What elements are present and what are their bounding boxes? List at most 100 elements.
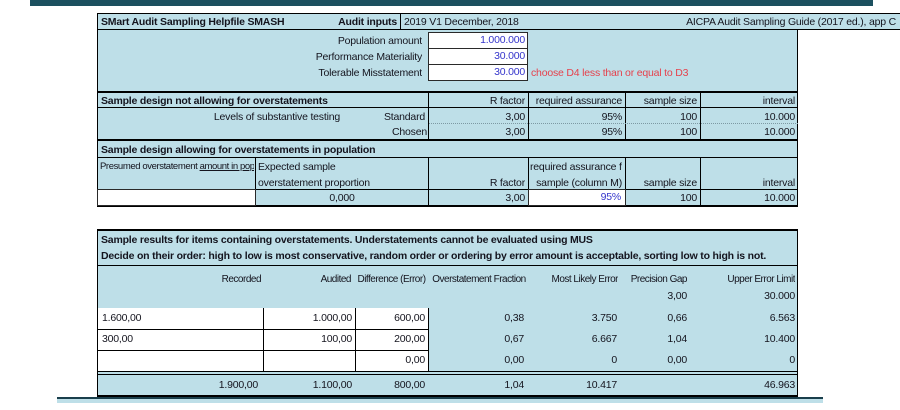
uel-cell: 6.563 [769, 312, 795, 324]
mle-cell: 6.667 [591, 333, 617, 345]
design-no-overstatement-title: Sample design not allowing for overstate… [101, 95, 328, 107]
difference-cell: 0,00 [405, 354, 425, 366]
performance-materiality-label: Performance Materiality [315, 51, 422, 63]
grid-line [263, 308, 264, 371]
design-no-overstatement-header-rule [97, 107, 798, 108]
expected-sample-label-line2: overstatement proportion [258, 177, 370, 189]
standard-interval: 10.000 [764, 111, 795, 123]
total-recorded: 1.900,00 [218, 379, 258, 391]
assurance-from-sample-value[interactable]: 95% [600, 191, 621, 203]
audited-cell[interactable]: 1.000,00 [312, 312, 352, 324]
substantive-testing-label: Levels of substantive testing [213, 111, 340, 123]
chosen-assurance: 95% [601, 126, 622, 138]
population-amount-value[interactable]: 1.000.000 [480, 34, 525, 46]
tolerable-misstatement-input[interactable]: 30.000 [428, 64, 528, 81]
standard-r-factor: 3,00 [505, 111, 525, 123]
difference-header: Difference (Error) [357, 274, 426, 285]
total-difference: 800,00 [394, 379, 425, 391]
assurance-from-sample-header-line2: sample (column M) [536, 177, 622, 189]
chosen-r-factor: 3,00 [505, 126, 525, 138]
presumed-overstatement-input[interactable] [97, 189, 256, 206]
population-amount-input[interactable]: 1.000.000 [428, 32, 528, 49]
grid-line [97, 329, 428, 330]
difference-cell: 200,00 [394, 333, 425, 345]
r-factor-header-2: R factor [489, 177, 525, 189]
overstatement-fraction-header: Overstatement Fraction [432, 274, 526, 285]
precision-gap-basis: 3,00 [667, 290, 687, 302]
required-assurance-header: required assurance [535, 95, 622, 107]
expected-proportion-value: 0,000 [329, 192, 355, 204]
grid-line [355, 308, 356, 371]
standard-sample-size: 100 [680, 111, 697, 123]
grid-line [625, 157, 626, 206]
upper-error-limit-header: Upper Error Limit [727, 274, 795, 285]
level-chosen-label: Chosen [392, 126, 427, 138]
overstatement-sample-size-value: 100 [680, 192, 697, 204]
most-likely-error-header: Most Likely Error [551, 274, 618, 285]
gap-cell: 0,00 [667, 354, 687, 366]
sample-size-header-2: sample size [643, 177, 697, 189]
sample-size-header: sample size [643, 95, 697, 107]
design-no-overstatement-background [97, 91, 798, 141]
guide-label: AICPA Audit Sampling Guide (2017 ed.), a… [686, 16, 896, 28]
version-label: 2019 V1 December, 2018 [404, 16, 519, 28]
audited-header: Audited [320, 274, 351, 285]
audited-cell[interactable]: 100,00 [321, 333, 352, 345]
presumed-overstatement-label-underlined: amount in population [199, 161, 254, 172]
app-title: SMart Audit Sampling Helpfile SMASH [101, 16, 285, 28]
recorded-cell[interactable]: 300,00 [102, 333, 133, 345]
performance-materiality-value[interactable]: 30.000 [494, 50, 525, 62]
total-uel: 46.963 [764, 379, 795, 391]
gap-cell: 0,66 [667, 312, 687, 324]
assurance-from-sample-input[interactable]: 95% [528, 189, 626, 206]
fraction-cell: 0,38 [504, 312, 524, 324]
results-title-line1: Sample results for items containing over… [101, 234, 593, 246]
total-fraction: 1,04 [504, 379, 524, 391]
grid-line [428, 157, 429, 206]
performance-materiality-input[interactable]: 30.000 [428, 48, 528, 65]
fraction-cell: 0,67 [504, 333, 524, 345]
mle-cell: 3.750 [591, 312, 617, 324]
total-audited: 1.100,00 [312, 379, 352, 391]
population-amount-label: Population amount [337, 35, 422, 47]
precision-gap-header: Precision Gap [630, 274, 687, 285]
uel-cell: 0 [789, 354, 795, 366]
level-standard-label: Standard [383, 111, 425, 123]
presumed-overstatement-label: Presumed overstatement amount in populat… [100, 159, 254, 175]
presumed-overstatement-label-prefix: Presumed overstatement [100, 161, 200, 172]
interval-header: interval [762, 95, 795, 107]
overstatement-interval-value: 10.000 [764, 192, 795, 204]
results-title-line2: Decide on their order: high to low is mo… [101, 250, 767, 262]
chosen-sample-size: 100 [680, 126, 697, 138]
total-mle: 10.417 [586, 379, 617, 391]
difference-cell: 600,00 [394, 312, 425, 324]
standard-assurance: 95% [601, 111, 622, 123]
grid-line [700, 91, 701, 139]
totals-double-rule [97, 371, 798, 375]
results-title-rule [97, 265, 798, 266]
tolerable-misstatement-label: Tolerable Misstatement [318, 67, 422, 79]
grid-line [625, 91, 626, 139]
grid-line [528, 91, 529, 139]
chosen-interval: 10.000 [764, 126, 795, 138]
grid-line [255, 157, 256, 206]
grid-line [97, 350, 428, 351]
gap-cell: 1,04 [667, 333, 687, 345]
top-accent-bar [30, 0, 873, 6]
grid-line [428, 308, 429, 371]
r-factor-header: R factor [489, 95, 525, 107]
recorded-header: Recorded [221, 274, 261, 285]
overstatement-r-factor-value: 3,00 [505, 192, 525, 204]
grid-line [700, 157, 701, 206]
title-row-divider [400, 13, 401, 30]
audit-inputs-label: Audit inputs [338, 16, 397, 28]
recorded-cell[interactable]: 1.600,00 [102, 312, 142, 324]
interval-header-2: interval [762, 177, 795, 189]
assurance-from-sample-header-line1: required assurance from [530, 161, 622, 173]
design-with-overstatement-header-rule [97, 157, 798, 158]
uel-cell: 10.400 [764, 333, 795, 345]
upper-error-limit-basis: 30.000 [764, 290, 795, 302]
fraction-cell: 0,00 [504, 354, 524, 366]
tolerable-misstatement-value[interactable]: 30.000 [494, 66, 525, 78]
